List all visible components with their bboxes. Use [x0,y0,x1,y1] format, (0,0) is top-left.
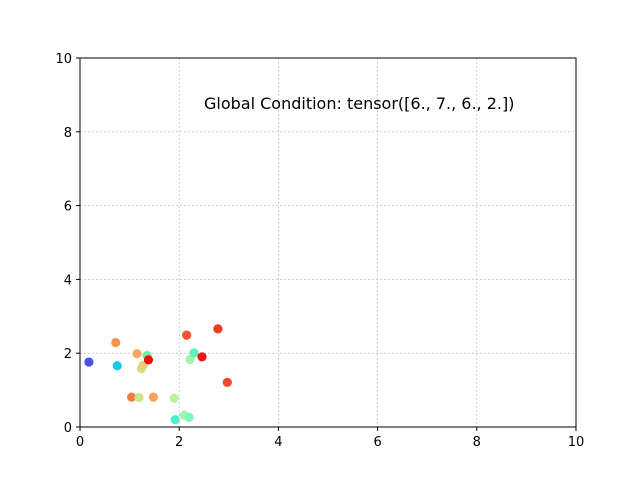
scatter-point [134,392,144,403]
x-tick-label: 4 [274,435,282,450]
scatter-point [213,324,223,334]
y-tick-label: 4 [64,273,72,288]
y-tick-label: 2 [64,347,72,362]
scatter-point [222,377,232,387]
x-tick-label: 0 [76,435,84,450]
scatter-point [169,393,179,403]
y-tick-label: 6 [64,200,72,215]
scatter-point [184,412,194,423]
x-tick-label: 10 [568,435,585,450]
scatter-point [197,352,207,362]
x-tick-label: 6 [373,435,381,450]
plot-area-frame [79,57,577,428]
scatter-point [112,361,122,371]
y-tick-label: 10 [55,52,72,67]
scatter-point [143,355,154,365]
x-tick-label: 2 [175,435,183,450]
scatter-point [132,348,142,359]
scatter-point [189,348,199,358]
data-points [84,324,232,425]
axis-ticks: 0 2 4 6 8 10 0 2 4 6 8 10 [55,52,584,450]
y-tick-label: 8 [64,126,72,141]
scatter-point [126,392,137,402]
scatter-point [111,337,121,348]
y-tick-label: 0 [64,421,72,436]
scatter-point [148,392,159,402]
scatter-point [84,357,94,367]
scatter-point [170,415,180,425]
x-tick-label: 8 [473,435,481,450]
scatter-point [182,330,192,340]
chart-annotation: Global Condition: tensor([6., 7., 6., 2.… [204,94,514,113]
scatter-point [185,354,195,365]
